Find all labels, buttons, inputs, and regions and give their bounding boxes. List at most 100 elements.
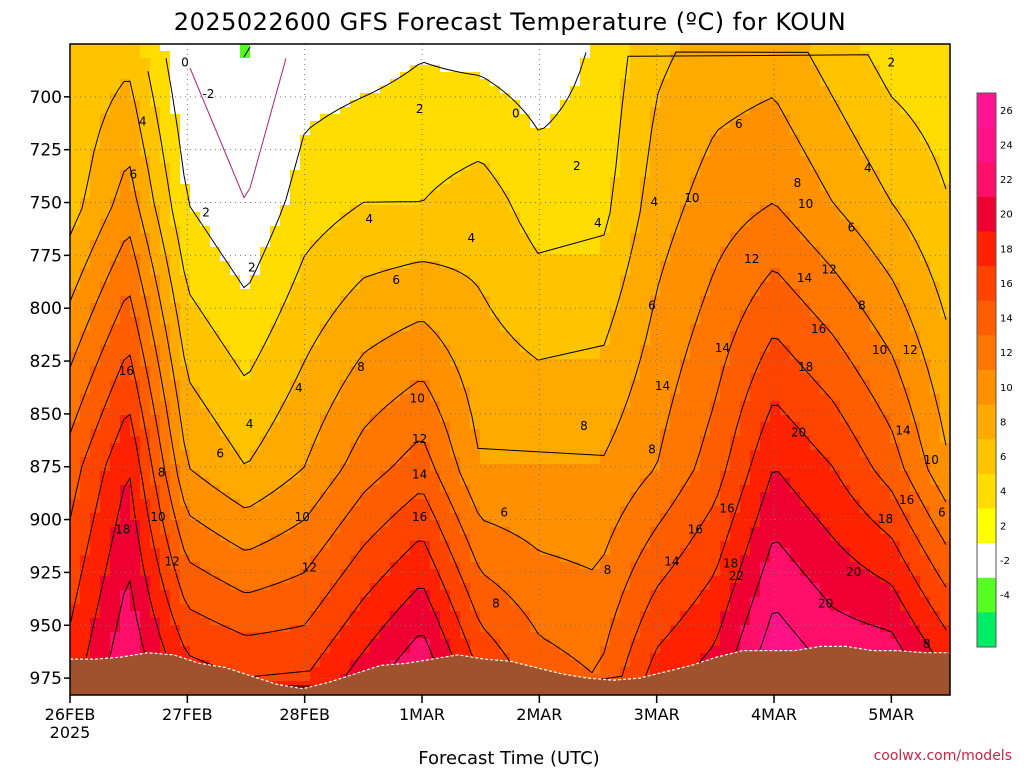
heatmap-cell — [280, 184, 291, 192]
heatmap-cell — [110, 408, 121, 416]
heatmap-cell — [210, 324, 221, 332]
heatmap-cell — [520, 247, 531, 255]
heatmap-cell — [590, 212, 601, 220]
heatmap-cell — [380, 163, 391, 171]
heatmap-cell — [110, 632, 121, 640]
heatmap-cell — [600, 135, 611, 143]
heatmap-cell — [590, 44, 601, 52]
heatmap-cell — [180, 401, 191, 409]
heatmap-cell — [580, 471, 591, 479]
heatmap-cell — [120, 282, 131, 290]
heatmap-cell — [160, 72, 171, 80]
heatmap-cell — [470, 163, 481, 171]
heatmap-cell — [230, 422, 241, 430]
heatmap-cell — [130, 268, 141, 276]
heatmap-cell — [270, 646, 281, 654]
heatmap-cell — [280, 485, 291, 493]
heatmap-cell — [560, 128, 571, 136]
heatmap-cell — [460, 527, 471, 535]
heatmap-cell — [350, 506, 361, 514]
heatmap-cell — [340, 520, 351, 528]
heatmap-cell — [450, 121, 461, 129]
heatmap-cell — [140, 464, 151, 472]
heatmap-cell — [240, 317, 251, 325]
heatmap-cell — [150, 289, 161, 297]
heatmap-cell — [360, 625, 371, 633]
heatmap-cell — [470, 128, 481, 136]
heatmap-cell — [480, 142, 491, 150]
heatmap-cell — [340, 380, 351, 388]
heatmap-cell — [340, 282, 351, 290]
heatmap-cell — [500, 79, 511, 87]
heatmap-cell — [370, 646, 381, 654]
heatmap-cell — [580, 268, 591, 276]
heatmap-cell — [250, 233, 261, 241]
heatmap-cell — [590, 310, 601, 318]
heatmap-cell — [370, 597, 381, 605]
heatmap-cell — [140, 86, 151, 94]
heatmap-cell — [110, 499, 121, 507]
heatmap-cell — [470, 499, 481, 507]
heatmap-cell — [200, 450, 211, 458]
heatmap-cell — [110, 597, 121, 605]
heatmap-cell — [260, 450, 271, 458]
heatmap-cell — [240, 142, 251, 150]
heatmap-cell — [140, 275, 151, 283]
heatmap-cell — [560, 163, 571, 171]
heatmap-cell — [70, 240, 81, 248]
heatmap-cell — [220, 436, 231, 444]
heatmap-cell — [160, 583, 171, 591]
heatmap-cell — [150, 632, 161, 640]
heatmap-cell — [330, 576, 341, 584]
heatmap-cell — [270, 660, 281, 668]
heatmap-cell — [270, 576, 281, 584]
heatmap-cell — [90, 310, 101, 318]
heatmap-cell — [410, 513, 421, 521]
heatmap-cell — [520, 142, 531, 150]
heatmap-cell — [380, 191, 391, 199]
heatmap-cell — [400, 380, 411, 388]
heatmap-cell — [140, 625, 151, 633]
heatmap-cell — [290, 373, 301, 381]
heatmap-cell — [460, 457, 471, 465]
heatmap-cell — [130, 79, 141, 87]
heatmap-cell — [90, 625, 101, 633]
heatmap-cell — [590, 107, 601, 115]
heatmap-cell — [70, 359, 81, 367]
heatmap-cell — [580, 555, 591, 563]
heatmap-cell — [160, 121, 171, 129]
heatmap-cell — [160, 247, 171, 255]
heatmap-cell — [140, 317, 151, 325]
heatmap-cell — [170, 359, 181, 367]
heatmap-cell — [100, 86, 111, 94]
heatmap-cell — [460, 541, 471, 549]
heatmap-cell — [550, 268, 561, 276]
heatmap-cell — [340, 240, 351, 248]
heatmap-cell — [280, 597, 291, 605]
heatmap-cell — [260, 107, 271, 115]
heatmap-cell — [130, 156, 141, 164]
heatmap-cell — [270, 191, 281, 199]
heatmap-cell — [470, 177, 481, 185]
heatmap-cell — [460, 611, 471, 619]
heatmap-cell — [220, 247, 231, 255]
heatmap-cell — [260, 170, 271, 178]
heatmap-cell — [560, 44, 571, 52]
heatmap-cell — [310, 520, 321, 528]
heatmap-cell — [580, 338, 591, 346]
heatmap-cell — [420, 457, 431, 465]
heatmap-cell — [200, 583, 211, 591]
heatmap-cell — [280, 177, 291, 185]
heatmap-cell — [420, 282, 431, 290]
heatmap-cell — [310, 240, 321, 248]
heatmap-cell — [160, 450, 171, 458]
heatmap-cell — [530, 548, 541, 556]
heatmap-cell — [420, 429, 431, 437]
heatmap-cell — [70, 653, 81, 661]
heatmap-cell — [550, 247, 561, 255]
heatmap-cell — [170, 121, 181, 129]
heatmap-cell — [240, 408, 251, 416]
heatmap-cell — [510, 436, 521, 444]
heatmap-cell — [500, 114, 511, 122]
heatmap-cell — [230, 562, 241, 570]
